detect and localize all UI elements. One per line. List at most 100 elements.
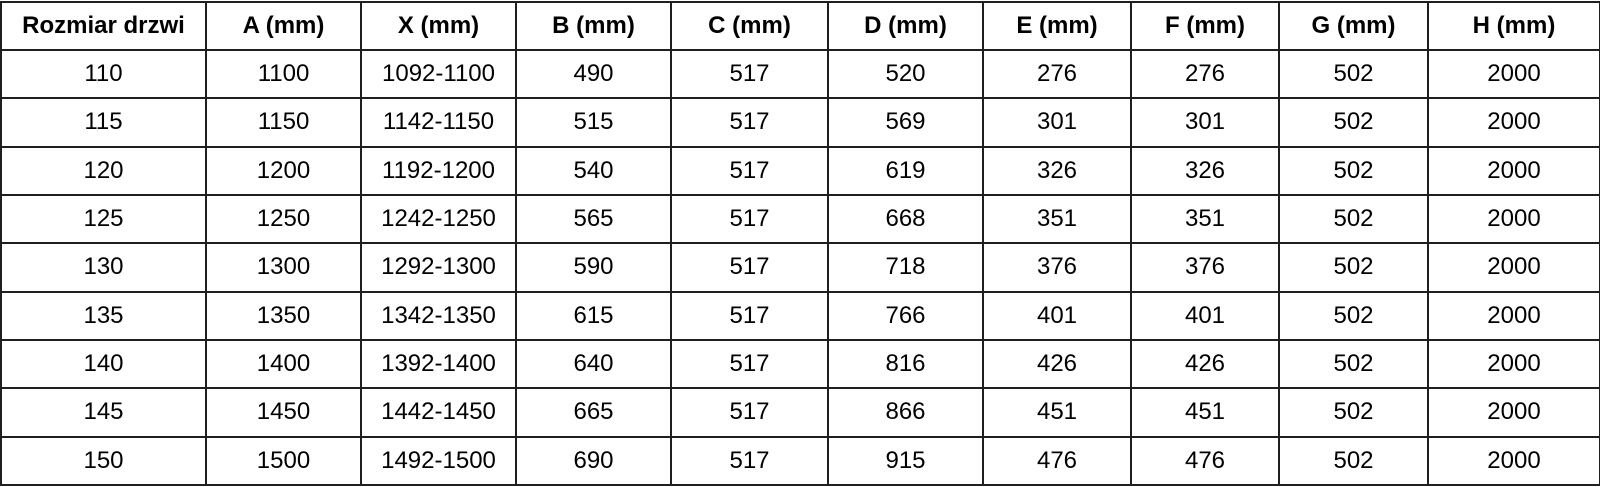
table-cell: 816 (827, 338, 984, 390)
table-row-125: 125 1250 1242-1250 565 517 668 351 351 502 2000 (0, 193, 1600, 245)
column-header-c-mm: C (mm) (670, 1, 829, 51)
table-cell: 502 (1278, 242, 1429, 293)
table-cell: 515 (515, 97, 672, 148)
table-cell: 376 (982, 242, 1132, 293)
table-cell: 665 (515, 387, 672, 438)
table-row-130: 130 1300 1292-1300 590 517 718 376 376 502 2000 (0, 242, 1600, 293)
table-cell: 1500 (205, 435, 362, 487)
table-cell: 517 (670, 435, 829, 487)
column-header-f-mm: F (mm) (1130, 1, 1280, 51)
table-cell: 2000 (1427, 145, 1600, 196)
table-cell: 140 (0, 338, 207, 390)
table-cell: 130 (0, 242, 207, 293)
table-cell: 326 (982, 145, 1132, 196)
table-cell: 1192-1200 (360, 145, 517, 196)
table-cell: 1350 (205, 290, 362, 341)
table-cell: 668 (827, 193, 984, 245)
table-cell: 2000 (1427, 338, 1600, 390)
table-header-row: Rozmiar drzwi A (mm) X (mm) B (mm) C (mm) D (… (0, 1, 1600, 51)
table-cell: 301 (1130, 97, 1280, 148)
table-cell: 766 (827, 290, 984, 341)
table-cell: 517 (670, 242, 829, 293)
table-cell: 2000 (1427, 193, 1600, 245)
table-cell: 517 (670, 48, 829, 100)
table-cell: 401 (982, 290, 1132, 341)
table-cell: 401 (1130, 290, 1280, 341)
table-cell: 520 (827, 48, 984, 100)
table-cell: 517 (670, 338, 829, 390)
table-cell: 1200 (205, 145, 362, 196)
table-cell: 276 (1130, 48, 1280, 100)
table-cell: 1242-1250 (360, 193, 517, 245)
table-cell: 517 (670, 97, 829, 148)
table-cell: 1450 (205, 387, 362, 438)
table-cell: 502 (1278, 145, 1429, 196)
table-cell: 502 (1278, 48, 1429, 100)
table-cell: 326 (1130, 145, 1280, 196)
table-cell: 502 (1278, 387, 1429, 438)
table-cell: 540 (515, 145, 672, 196)
table-cell: 1442-1450 (360, 387, 517, 438)
table-cell: 1342-1350 (360, 290, 517, 341)
table-cell: 1250 (205, 193, 362, 245)
table-cell: 476 (982, 435, 1132, 487)
table-row-145: 145 1450 1442-1450 665 517 866 451 451 502 2000 (0, 387, 1600, 438)
table-cell: 150 (0, 435, 207, 487)
table-cell: 502 (1278, 338, 1429, 390)
table-cell: 565 (515, 193, 672, 245)
table-cell: 1092-1100 (360, 48, 517, 100)
column-header-rozmiar-drzwi: Rozmiar drzwi (0, 1, 207, 51)
table-cell: 145 (0, 387, 207, 438)
table-cell: 476 (1130, 435, 1280, 487)
table-cell: 125 (0, 193, 207, 245)
table-cell: 2000 (1427, 97, 1600, 148)
table-cell: 451 (982, 387, 1132, 438)
table-cell: 718 (827, 242, 984, 293)
table-cell: 502 (1278, 290, 1429, 341)
table-row-115: 115 1150 1142-1150 515 517 569 301 301 502 2000 (0, 97, 1600, 148)
table-cell: 426 (1130, 338, 1280, 390)
column-header-x-mm: X (mm) (360, 1, 517, 51)
table-cell: 1150 (205, 97, 362, 148)
column-header-g-mm: G (mm) (1278, 1, 1429, 51)
table-cell: 502 (1278, 193, 1429, 245)
table-cell: 2000 (1427, 48, 1600, 100)
table-cell: 1492-1500 (360, 435, 517, 487)
table-cell: 1292-1300 (360, 242, 517, 293)
table-cell: 135 (0, 290, 207, 341)
table-cell: 120 (0, 145, 207, 196)
table-row-135: 135 1350 1342-1350 615 517 766 401 401 502 2000 (0, 290, 1600, 341)
table-cell: 517 (670, 290, 829, 341)
column-header-e-mm: E (mm) (982, 1, 1132, 51)
table-cell: 569 (827, 97, 984, 148)
table-row-110: 110 1100 1092-1100 490 517 520 276 276 502 2000 (0, 48, 1600, 100)
table-cell: 502 (1278, 435, 1429, 487)
table-cell: 301 (982, 97, 1132, 148)
column-header-h-mm: H (mm) (1427, 1, 1600, 51)
table-cell: 451 (1130, 387, 1280, 438)
column-header-d-mm: D (mm) (827, 1, 984, 51)
table-cell: 640 (515, 338, 672, 390)
table-row-150: 150 1500 1492-1500 690 517 915 476 476 502 2000 (0, 435, 1600, 487)
table-cell: 915 (827, 435, 984, 487)
table-cell: 517 (670, 387, 829, 438)
table-row-140: 140 1400 1392-1400 640 517 816 426 426 502 2000 (0, 338, 1600, 390)
table-cell: 110 (0, 48, 207, 100)
table-cell: 351 (982, 193, 1132, 245)
table-cell: 1392-1400 (360, 338, 517, 390)
table-cell: 502 (1278, 97, 1429, 148)
table-row-120: 120 1200 1192-1200 540 517 619 326 326 502 2000 (0, 145, 1600, 196)
table-cell: 376 (1130, 242, 1280, 293)
table-cell: 866 (827, 387, 984, 438)
table-cell: 590 (515, 242, 672, 293)
table-cell: 517 (670, 193, 829, 245)
table-cell: 1300 (205, 242, 362, 293)
table-cell: 690 (515, 435, 672, 487)
table-cell: 1400 (205, 338, 362, 390)
table-cell: 276 (982, 48, 1132, 100)
table-cell: 2000 (1427, 242, 1600, 293)
table-cell: 115 (0, 97, 207, 148)
table-cell: 2000 (1427, 387, 1600, 438)
column-header-b-mm: B (mm) (515, 1, 672, 51)
